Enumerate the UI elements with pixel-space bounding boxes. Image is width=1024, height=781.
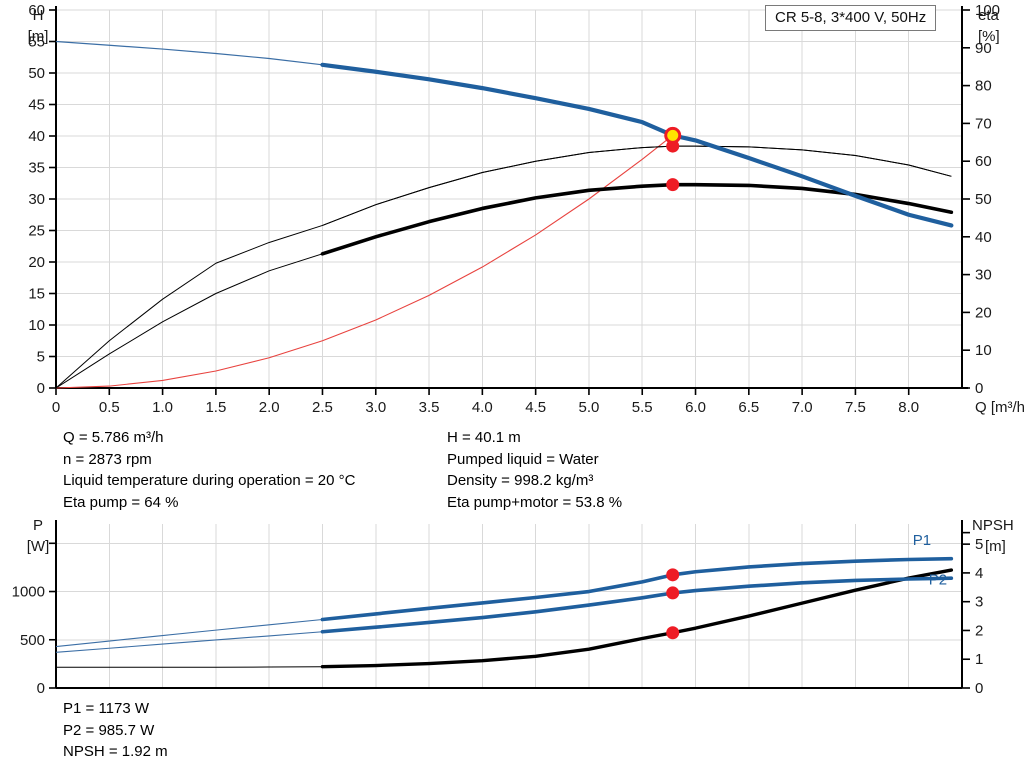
- right-axis-tick-label: 90: [975, 40, 992, 57]
- duty-info-right-line-1: H = 40.1 m: [447, 429, 521, 446]
- x-axis-tick-label: 8.0: [898, 399, 919, 416]
- left-axis-title-unit: [W]: [27, 538, 50, 555]
- left-axis-tick-label: 1000: [12, 584, 45, 601]
- left-axis-tick-label: 20: [28, 254, 45, 271]
- right-axis-tick-label: 40: [975, 229, 992, 246]
- right-axis-tick-label: 3: [975, 594, 983, 611]
- right-axis-tick-label: 60: [975, 153, 992, 170]
- left-axis-title: P: [33, 517, 43, 534]
- x-axis-tick-label: 2.0: [259, 399, 280, 416]
- p1-curve-thick: [320, 556, 954, 622]
- x-axis-tick-label: 5.5: [632, 399, 653, 416]
- x-axis-tick-label: 2.5: [312, 399, 333, 416]
- left-axis-tick-label: 60: [28, 2, 45, 19]
- right-axis-tick-label: 70: [975, 115, 992, 132]
- head-efficiency-chart: 0 5 10 15 20 25 30 35 40 45 50 55 60 0 10 20 30 40 50 60 70 8…: [28, 2, 1024, 416]
- x-axis-tick-label: 0: [52, 399, 60, 416]
- left-axis-tick-label: 55: [28, 34, 45, 51]
- x-axis-tick-label: 3.5: [419, 399, 440, 416]
- duty-point-head: [664, 126, 682, 144]
- duty-info-left-line-4: Eta pump = 64 %: [63, 493, 179, 511]
- power-info: P1 = 1173 W P2 = 985.7 W NPSH = 1.92 m: [63, 698, 168, 763]
- eta-pump-motor-curve-thin: [55, 184, 952, 389]
- p2-series-label: P2: [929, 571, 947, 588]
- right-axis-tick-label: 5: [975, 536, 983, 553]
- duty-point-eta-pump-motor: [666, 178, 680, 192]
- x-axis-tick-label: 4.5: [525, 399, 546, 416]
- head-curve-thin: [55, 40, 952, 227]
- left-axis-tick-label: 50: [28, 65, 45, 82]
- left-axis-tick-label: 25: [28, 223, 45, 240]
- right-axis-tick-label: 10: [975, 342, 992, 359]
- duty-info-right: H = 40.1 m Pumped liquid = Water Density =…: [447, 427, 622, 513]
- duty-info-left-line-1: Q = 5.786 m³/h: [63, 429, 164, 446]
- npsh-curve-thin: [56, 569, 952, 668]
- left-axis-tick-label: 15: [28, 286, 45, 303]
- right-axis-tick-label: 20: [975, 304, 992, 321]
- right-axis-title: eta: [978, 7, 1000, 24]
- left-axis-tick-label: 0: [37, 380, 45, 397]
- system-curve: [55, 134, 674, 389]
- duty-info-right-line-2: Pumped liquid = Water: [447, 450, 599, 468]
- x-axis-tick-label: 1.5: [205, 399, 226, 416]
- right-axis-tick-label: 0: [975, 380, 983, 397]
- power-info-line-3: NPSH = 1.92 m: [63, 743, 168, 760]
- right-axis-tick-label: 50: [975, 191, 992, 208]
- duty-info-left-line-3: Liquid temperature during operation = 20…: [63, 472, 356, 489]
- x-axis-tick-label: 4.0: [472, 399, 493, 416]
- head-curve-thick: [320, 62, 954, 228]
- power-info-line-2: P2 = 985.7 W: [63, 721, 155, 739]
- x-axis-tick-label: 6.5: [738, 399, 759, 416]
- duty-info-right-line-3: Density = 998.2 kg/m³: [447, 472, 594, 489]
- x-axis-tick-label: 3.0: [365, 399, 386, 416]
- bottom-chart-group: 0 500 1000 0 1 2 3 4 5 P [W] NPSH [m] P1 P2: [12, 517, 1014, 697]
- power-npsh-chart: 0 500 1000 0 1 2 3 4 5 P [W] NPSH [m] P1 P2: [12, 517, 1014, 697]
- power-info-line-1: P1 = 1173 W: [63, 700, 150, 717]
- left-axis-tick-label: 35: [28, 160, 45, 177]
- duty-info-left-line-2: n = 2873 rpm: [63, 450, 152, 468]
- top-chart-group: 0 5 10 15 20 25 30 35 40 45 50 55 60 0 10 20 30 40 50 60 70 8…: [28, 2, 1024, 416]
- right-axis-title-unit: [m]: [985, 538, 1006, 555]
- duty-point-p2: [666, 586, 680, 600]
- right-axis-tick-label: 0: [975, 680, 983, 697]
- right-axis-title-unit: [%]: [978, 28, 1000, 45]
- x-axis-tick-label: 7.0: [792, 399, 813, 416]
- p1-curve-thin: [55, 558, 952, 648]
- left-axis-title: H: [33, 7, 44, 24]
- left-axis-title-unit: [m]: [28, 28, 49, 45]
- x-axis-tick-label: 0.5: [99, 399, 120, 416]
- npsh-curve-thick: [320, 568, 954, 669]
- left-axis-tick-label: 10: [28, 317, 45, 334]
- left-axis-tick-label: 0: [37, 680, 45, 697]
- left-axis-tick-label: 30: [28, 191, 45, 208]
- right-axis-tick-label: 2: [975, 622, 983, 639]
- duty-info-left: Q = 5.786 m³/h n = 2873 rpm Liquid tempera…: [63, 427, 355, 513]
- right-axis-tick-label: 1: [975, 651, 983, 668]
- left-axis-tick-label: 500: [20, 632, 45, 649]
- x-axis-tick-label: 7.5: [845, 399, 866, 416]
- eta-pump-curve-thick: [322, 145, 952, 226]
- left-axis-tick-label: 5: [37, 349, 45, 366]
- right-axis-tick-label: 100: [975, 2, 1000, 19]
- x-axis-tick-label: 6.0: [685, 399, 706, 416]
- duty-info-right-line-4: Eta pump+motor = 53.8 %: [447, 493, 623, 511]
- left-axis-tick-label: 40: [28, 128, 45, 145]
- right-axis-tick-label: 80: [975, 78, 992, 95]
- right-axis-tick-label: 30: [975, 267, 992, 284]
- pump-model-title: CR 5-8, 3*400 V, 50Hz: [765, 5, 937, 31]
- x-axis-tick-label: 1.0: [152, 399, 173, 416]
- x-axis-title: Q [m³/h]: [975, 399, 1024, 416]
- duty-point-npsh: [666, 626, 680, 640]
- right-axis-title: NPSH: [972, 517, 1014, 534]
- x-axis-tick-label: 5.0: [579, 399, 600, 416]
- left-axis-tick-label: 45: [28, 97, 45, 114]
- p2-curve-thick: [320, 576, 954, 634]
- right-axis-tick-label: 4: [975, 565, 983, 582]
- duty-point-p1: [666, 568, 680, 582]
- p1-series-label: P1: [913, 532, 931, 549]
